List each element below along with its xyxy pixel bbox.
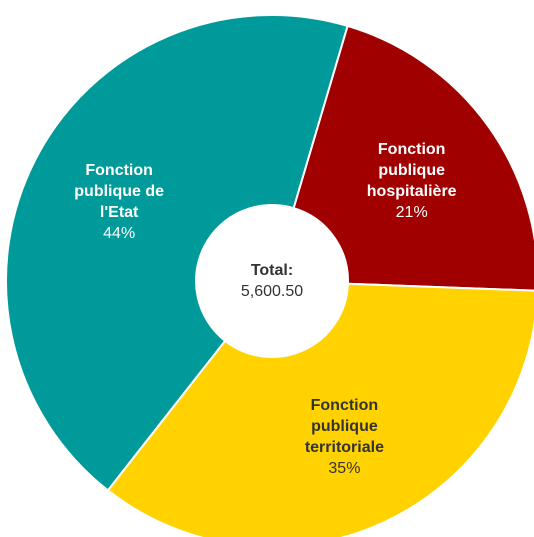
slice-name: Fonction publique hospitalière (366, 140, 457, 200)
center-value: 5,600.50 (240, 283, 304, 300)
slice-label: Fonction publique de l'Etat 44% (63, 160, 175, 244)
slice-name: Fonction publique de l'Etat (74, 162, 165, 222)
slice-label: Fonction publique territoriale 35% (288, 395, 400, 479)
center-label: Total: 5,600.50 (202, 260, 342, 302)
slice-percent: 44% (103, 225, 136, 243)
slice-percent: 35% (328, 460, 361, 477)
slice-percent: 21% (395, 203, 428, 221)
slice-label: Fonction publique hospitalière 21% (356, 139, 468, 223)
slice-name: Fonction publique territoriale (304, 397, 384, 456)
center-title: Total: (250, 262, 294, 279)
donut-hole (196, 205, 348, 357)
